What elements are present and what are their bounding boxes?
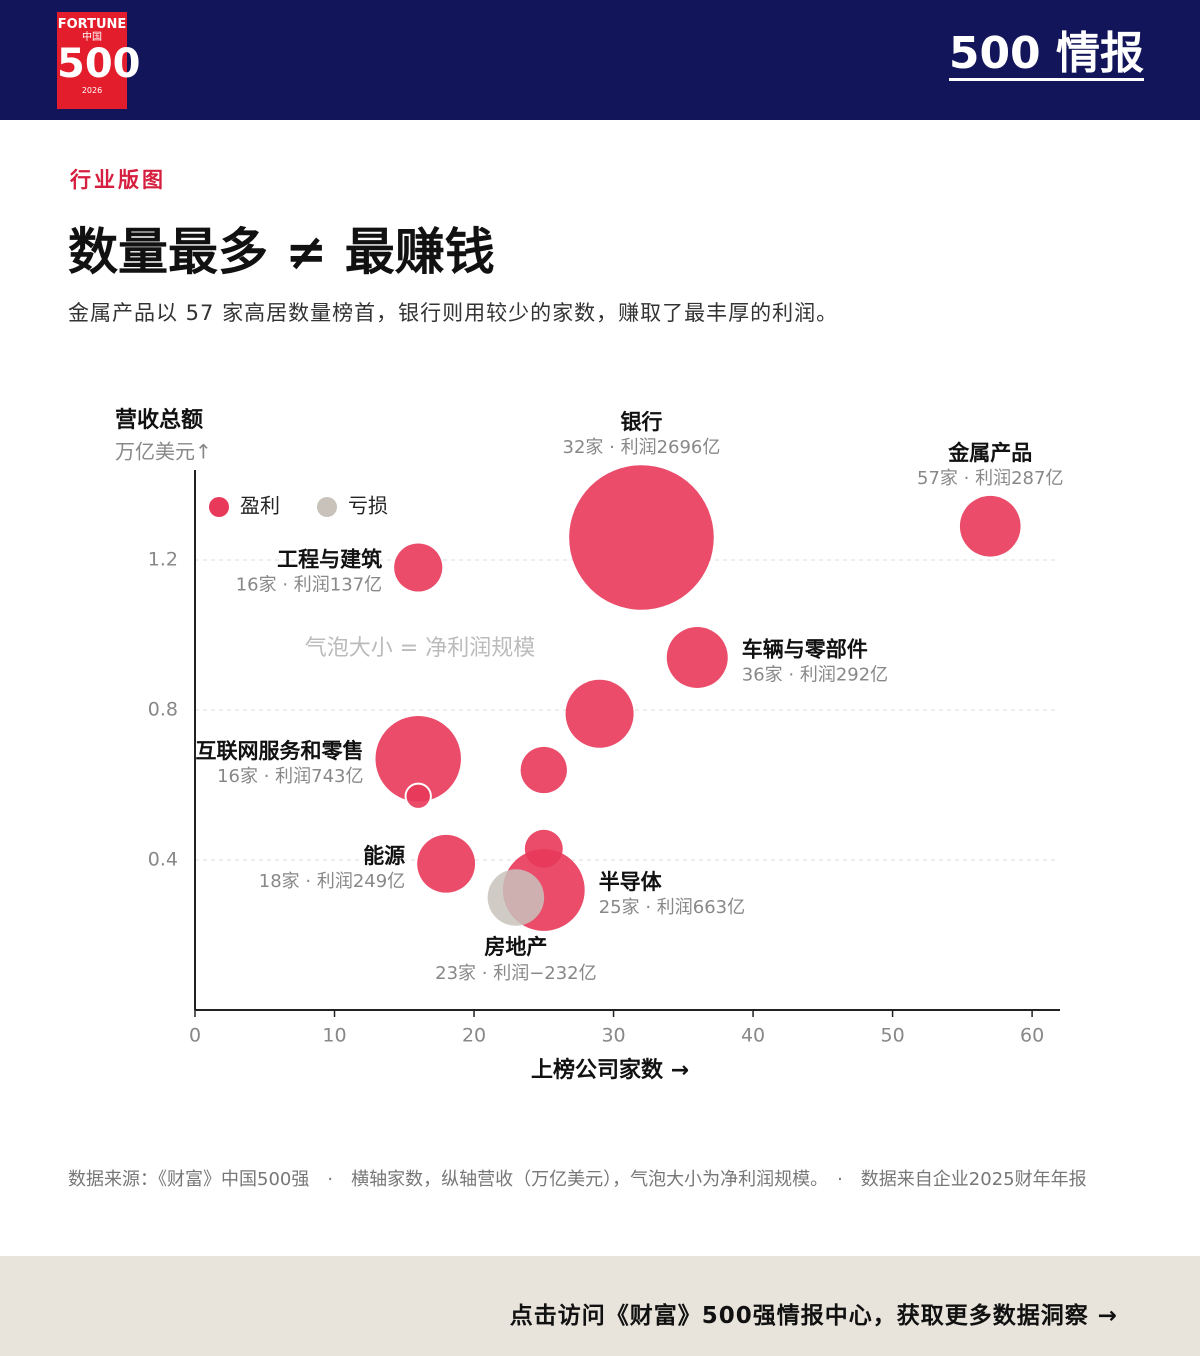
bubble-value-label: 25家 · 利润663亿 xyxy=(599,897,745,918)
bubble xyxy=(394,543,443,592)
bubble-label: 工程与建筑 xyxy=(277,548,382,572)
bubble xyxy=(520,746,567,794)
bubble xyxy=(569,465,714,610)
bubble xyxy=(959,495,1021,557)
source-note: 数据来源：《财富》中国500强 · 横轴家数，纵轴营收（万亿美元），气泡大小为净… xyxy=(68,1169,1087,1190)
x-tick-label: 60 xyxy=(1020,1025,1044,1047)
x-tick-label: 50 xyxy=(880,1025,904,1047)
x-tick-label: 30 xyxy=(601,1025,625,1047)
legend-swatch xyxy=(209,497,229,517)
bubble-value-label: 23家 · 利润−232亿 xyxy=(435,963,597,984)
header: FORTUNE 中国 500 2026 500 情报 xyxy=(0,0,1200,120)
cta-link[interactable]: 点击访问《财富》500强情报中心，获取更多数据洞察 → xyxy=(509,1303,1118,1329)
x-axis-title: 上榜公司家数 → xyxy=(531,1057,689,1083)
bubble-label: 能源 xyxy=(363,844,405,868)
y-axis-unit: 万亿美元↑ xyxy=(115,440,212,464)
bubble xyxy=(404,782,432,810)
y-tick-label: 0.8 xyxy=(148,699,178,721)
bubble-value-label: 16家 · 利润743亿 xyxy=(217,766,363,787)
x-tick-label: 0 xyxy=(189,1025,201,1047)
y-axis-title: 营收总额 xyxy=(115,407,203,433)
bubble-label: 车辆与零部件 xyxy=(742,638,868,662)
bubble-label: 半导体 xyxy=(599,870,663,894)
logo-year: 2026 xyxy=(81,86,103,95)
bubble xyxy=(565,679,634,748)
bubble-label: 金属产品 xyxy=(947,441,1032,465)
section-label: 行业版图 xyxy=(70,168,166,192)
legend-label: 亏损 xyxy=(348,494,388,518)
legend-swatch xyxy=(317,497,337,517)
bubble xyxy=(487,869,545,926)
annotation: 气泡大小 = 净利润规模 xyxy=(305,636,535,661)
bubble xyxy=(666,626,728,689)
bubble-value-label: 32家 · 利润2696亿 xyxy=(563,437,721,458)
bubble-label: 互联网服务和零售 xyxy=(196,739,364,763)
x-tick-label: 40 xyxy=(741,1025,765,1047)
logo-number: 500 xyxy=(57,41,141,87)
logo: FORTUNE 中国 500 2026 xyxy=(57,12,141,109)
y-tick-label: 1.2 xyxy=(148,549,178,571)
bubble-value-label: 57家 · 利润287亿 xyxy=(917,468,1063,489)
bubble-value-label: 16家 · 利润137亿 xyxy=(236,575,382,596)
cta-band: 点击访问《财富》500强情报中心，获取更多数据洞察 → xyxy=(0,1256,1200,1356)
bubble-label: 房地产 xyxy=(484,935,547,959)
bubble xyxy=(417,834,476,893)
x-tick-label: 20 xyxy=(462,1025,486,1047)
bubble-value-label: 18家 · 利润249亿 xyxy=(259,871,405,892)
header-brand: 500 情报 xyxy=(948,29,1144,82)
y-tick-label: 0.4 xyxy=(148,849,178,871)
page-title: 数量最多 ≠ 最赚钱 xyxy=(68,223,495,281)
bubble xyxy=(375,716,461,802)
x-tick-label: 10 xyxy=(322,1025,346,1047)
legend-label: 盈利 xyxy=(240,494,280,518)
bubble xyxy=(524,829,563,868)
logo-region: 中国 xyxy=(82,32,102,43)
subtitle: 金属产品以 57 家高居数量榜首，银行则用较少的家数，赚取了最丰厚的利润。 xyxy=(68,301,839,325)
bubble-label: 银行 xyxy=(620,410,662,434)
logo-brand: FORTUNE xyxy=(57,17,127,32)
bubble-value-label: 36家 · 利润292亿 xyxy=(742,665,888,686)
